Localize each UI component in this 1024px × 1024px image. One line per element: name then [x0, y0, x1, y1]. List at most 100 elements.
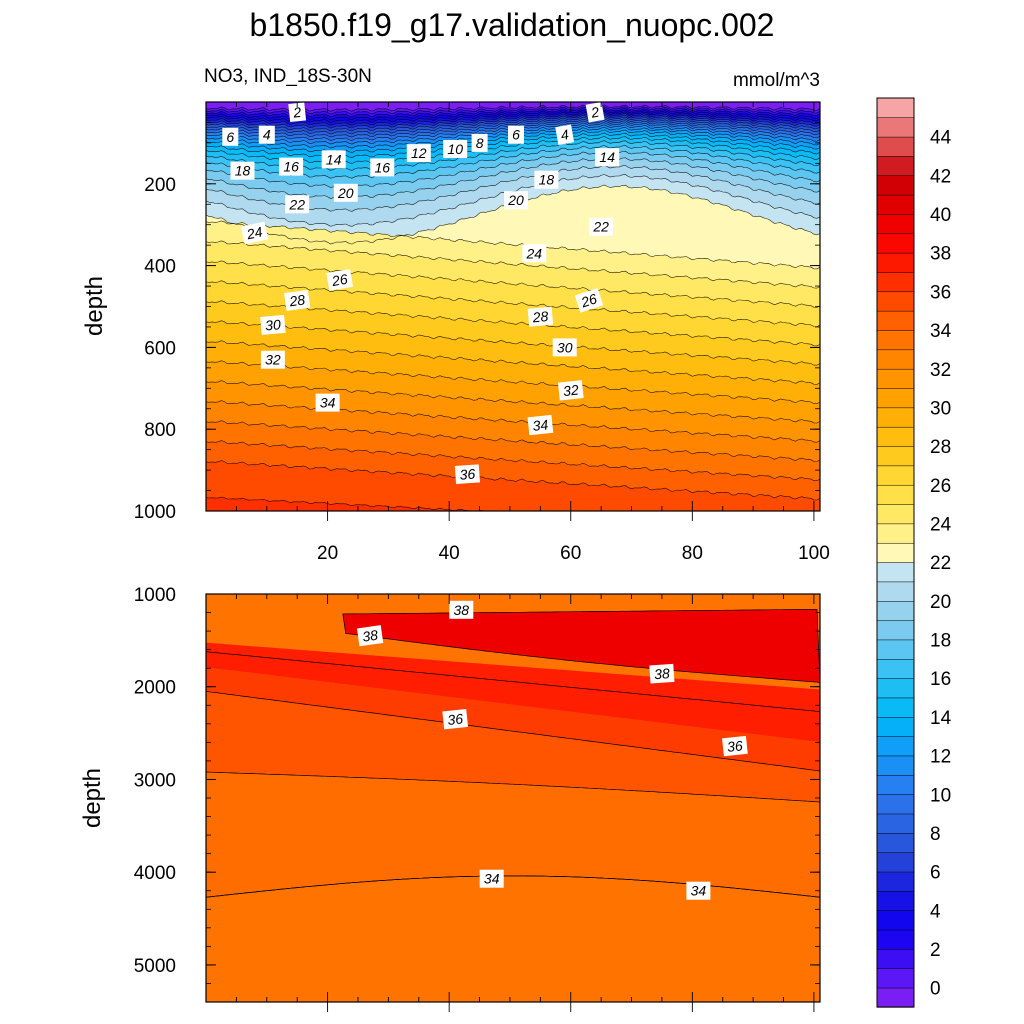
lower-contour-1 — [206, 691, 820, 772]
colorbar-segment — [876, 832, 915, 853]
upper-y-tick-label: 400 — [144, 257, 176, 278]
svg-text:26: 26 — [330, 271, 349, 290]
colorbar-label: 12 — [930, 747, 951, 768]
upper-contour-32 — [206, 400, 820, 443]
svg-text:30: 30 — [264, 316, 281, 333]
upper-contour-label: 16 — [279, 157, 304, 176]
colorbar-label: 44 — [930, 128, 952, 149]
lower-band-37 — [206, 642, 820, 743]
colorbar-segment — [876, 503, 915, 525]
colorbar-segment — [876, 194, 915, 215]
colorbar-label: 20 — [930, 592, 951, 613]
upper-contour-0 — [206, 104, 820, 112]
colorbar-segment — [876, 175, 915, 196]
lower-depth-panel: 38 38 38 36 36 34 34 1000 2000 3000 4000 5000 dept… — [79, 585, 821, 1012]
svg-text:22: 22 — [592, 219, 609, 235]
svg-text:36: 36 — [459, 466, 476, 483]
upper-contour-label: 28 — [284, 289, 311, 311]
upper-contour-36 — [206, 496, 501, 511]
upper-contour-label: 32 — [260, 350, 285, 369]
colorbar-segment — [876, 542, 915, 563]
colorbar-segment — [876, 929, 915, 950]
upper-contour-label: 12 — [406, 144, 431, 163]
svg-text:4: 4 — [263, 127, 271, 143]
colorbar-label: 6 — [930, 863, 941, 884]
colorbar-segment — [876, 97, 915, 118]
svg-text:16: 16 — [375, 159, 391, 175]
upper-y-tick-label: 600 — [144, 338, 176, 359]
upper-contour-label: 24 — [240, 221, 269, 245]
colorbar-frame — [876, 97, 915, 1008]
colorbar-segment — [876, 387, 915, 409]
svg-text:24: 24 — [526, 245, 543, 261]
colorbar-segment — [876, 948, 915, 969]
colorbar-segment — [876, 677, 915, 699]
colorbar-segment — [876, 581, 915, 602]
lower-contour-label: 38 — [449, 600, 474, 619]
upper-y-tick-label: 800 — [144, 420, 176, 441]
svg-text:32: 32 — [265, 352, 281, 368]
upper-contour-label: 6 — [222, 127, 239, 146]
svg-text:14: 14 — [599, 149, 615, 165]
svg-text:18: 18 — [539, 172, 555, 188]
upper-contour-label: 26 — [326, 268, 354, 291]
colorbar-segment — [876, 445, 915, 467]
svg-text:24: 24 — [244, 223, 264, 242]
colorbar-segment — [876, 426, 915, 447]
lower-y-tick-label: 5000 — [134, 956, 176, 977]
colorbar-label: 4 — [930, 901, 941, 922]
lower-band-36 — [206, 667, 820, 771]
colorbar-segment — [876, 794, 915, 815]
variable-label: NO3, IND_18S-30N — [204, 66, 372, 87]
colorbar-segment — [876, 639, 915, 660]
colorbar-label: 18 — [930, 631, 951, 652]
svg-text:16: 16 — [283, 159, 299, 175]
upper-contour-35 — [206, 460, 820, 501]
colorbar-label: 22 — [930, 553, 951, 574]
colorbar-segment — [876, 310, 915, 331]
svg-text:18: 18 — [235, 163, 251, 179]
upper-contour-label: 30 — [260, 314, 286, 335]
upper-contour-label: 30 — [552, 338, 577, 357]
upper-contour-8 — [206, 118, 820, 135]
colorbar-segment — [876, 813, 915, 834]
upper-contour-label: 34 — [315, 393, 340, 412]
svg-text:8: 8 — [476, 135, 484, 151]
svg-text:36: 36 — [447, 710, 464, 728]
colorbar-segment — [876, 465, 915, 486]
upper-contour-label: 2 — [585, 101, 605, 123]
svg-text:38: 38 — [361, 627, 379, 645]
colorbar-segment — [876, 233, 915, 254]
colorbar-segment — [876, 117, 915, 138]
upper-contour-label: 14 — [595, 148, 620, 167]
upper-contour-label: 6 — [508, 125, 524, 144]
colorbar-segment — [876, 136, 915, 157]
colorbar-segment — [876, 852, 915, 873]
colorbar-segment — [876, 619, 915, 641]
colorbar-label: 28 — [930, 437, 951, 458]
upper-contour-label: 10 — [443, 140, 468, 158]
colorbar-label: 38 — [930, 244, 951, 265]
upper-contour-5 — [206, 113, 820, 126]
svg-text:32: 32 — [562, 382, 579, 400]
lower-band-35 — [206, 691, 820, 802]
upper-contour-33 — [206, 420, 820, 462]
upper-x-tick-label: 20 — [317, 543, 338, 564]
upper-contour-label: 22 — [285, 195, 310, 214]
svg-text:38: 38 — [654, 665, 671, 682]
colorbar-segment — [876, 523, 915, 544]
svg-text:34: 34 — [532, 416, 549, 434]
lower-contour-label: 36 — [722, 735, 748, 757]
lower-contour-38-core — [342, 608, 820, 683]
colorbar-segment — [876, 213, 915, 235]
upper-contour-25 — [206, 260, 820, 308]
upper-contour-23 — [206, 220, 820, 270]
svg-text:34: 34 — [320, 395, 336, 411]
upper-contour-17 — [206, 145, 820, 179]
colorbar-label: 42 — [930, 166, 951, 187]
upper-contour-label: 18 — [230, 161, 255, 180]
upper-x-tick-label: 40 — [439, 543, 460, 564]
colorbar-label: 10 — [930, 785, 951, 806]
colorbar: 0246810121416182022242628303234363840424… — [876, 97, 952, 1008]
colorbar-segment — [876, 600, 915, 621]
